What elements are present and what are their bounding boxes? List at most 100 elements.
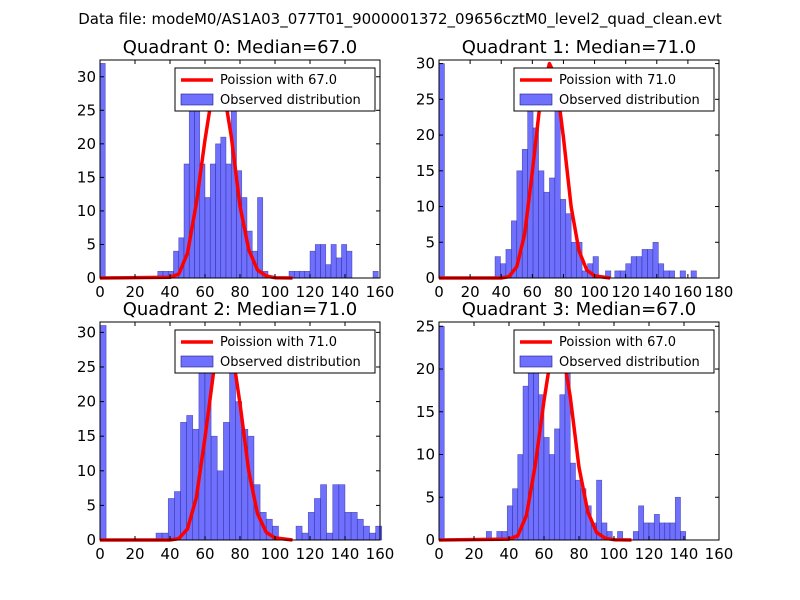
y-tick-label: 30	[77, 68, 96, 86]
y-tick-label: 15	[416, 162, 435, 180]
histogram-bar	[669, 522, 676, 541]
y-tick-label: 10	[77, 462, 96, 480]
legend-bar-swatch	[519, 355, 553, 368]
y-tick-label: 25	[416, 317, 435, 335]
histogram-bar	[632, 531, 639, 541]
y-tick-label: 5	[86, 496, 96, 514]
histogram-bar	[99, 63, 106, 279]
histogram-bar	[625, 263, 632, 279]
histogram-bar	[652, 241, 659, 279]
panel-title: Quadrant 0: Median=67.0	[123, 37, 358, 58]
histogram-bar	[543, 191, 550, 279]
histogram-bar	[356, 518, 364, 541]
x-tick-label: 120	[296, 283, 325, 301]
legend-label-observed: Observed distribution	[559, 93, 700, 108]
panel-quadrant-1: Quadrant 1: Median=71.00 20 40 60 80 100 120 14…	[416, 37, 733, 301]
x-tick-label: 100	[261, 283, 290, 301]
x-tick-label: 40	[160, 545, 179, 563]
x-tick-label: 40	[499, 545, 518, 563]
legend-label-observed: Observed distribution	[220, 93, 361, 108]
histogram-bar	[301, 532, 309, 541]
histogram-bar	[257, 197, 264, 279]
histogram-bar	[335, 257, 342, 279]
histogram-bar	[180, 422, 187, 541]
histogram-bar	[369, 532, 376, 541]
histogram-bar	[341, 244, 348, 279]
x-tick-label: 60	[523, 283, 542, 301]
figure-title: Data file: modeM0/AS1A03_077T01_90000013…	[78, 10, 722, 29]
histogram-bar	[680, 531, 687, 541]
panel-quadrant-0: Quadrant 0: Median=67.00 20 40 60 80 100 120 14…	[77, 37, 394, 301]
legend-label-observed: Observed distribution	[220, 355, 361, 370]
histogram-bar	[690, 270, 697, 279]
histogram-bar	[346, 250, 353, 279]
x-tick-label: 140	[642, 283, 671, 301]
histogram-bar	[679, 270, 686, 279]
x-tick-label: 120	[635, 545, 664, 563]
histogram-bar	[344, 512, 352, 541]
x-tick-label: 20	[464, 545, 483, 563]
x-tick-label: 160	[366, 283, 395, 301]
legend-label-poisson: Poission with 71.0	[559, 73, 676, 88]
histogram-bar	[314, 498, 321, 541]
histogram-bar	[325, 264, 332, 279]
histogram-bar	[659, 522, 666, 541]
x-tick-label: 60	[195, 283, 214, 301]
histogram-bar	[293, 270, 300, 279]
histogram-bar	[225, 163, 232, 279]
histogram-bar	[614, 270, 621, 279]
histogram-bar	[630, 256, 637, 279]
x-tick-label: 160	[674, 283, 703, 301]
histogram-bar	[375, 525, 383, 541]
axes-frame	[438, 59, 720, 279]
panel-quadrant-3: Quadrant 3: Median=67.00 20 40 60 80 100 120 14…	[416, 299, 733, 563]
legend: Poission with 67.0 Observed distribution	[513, 329, 715, 374]
x-tick-label: 80	[230, 283, 249, 301]
legend-box	[174, 67, 376, 112]
histogram-bar	[223, 422, 230, 541]
x-tick-label: 120	[296, 545, 325, 563]
x-tick-label: 160	[705, 545, 734, 563]
histogram-bar	[641, 249, 648, 279]
histogram-bar	[99, 325, 107, 541]
histogram-bar	[560, 199, 567, 279]
histogram-bar	[569, 462, 576, 541]
y-tick-label: 30	[77, 323, 96, 341]
histogram-bar	[647, 249, 654, 279]
histogram-bar	[332, 484, 340, 541]
x-tick-label: 80	[230, 545, 249, 563]
legend-bar-swatch	[180, 355, 214, 368]
histogram-bar	[538, 170, 545, 279]
histogram-bar	[643, 522, 650, 541]
histogram-bar	[559, 394, 566, 541]
histogram-bar	[658, 263, 665, 279]
x-tick-label: 100	[580, 283, 609, 301]
histogram-bar	[338, 484, 346, 541]
y-tick-label: 15	[77, 427, 96, 445]
histogram-bar	[167, 498, 175, 541]
histogram-bar	[304, 270, 311, 279]
legend-bar-swatch	[180, 93, 214, 106]
histogram-bar	[548, 454, 555, 541]
histogram-bar	[220, 136, 227, 279]
x-tick-label: 180	[705, 283, 734, 301]
y-tick-label: 0	[425, 269, 435, 287]
x-tick-label: 140	[331, 283, 360, 301]
histogram-bar	[653, 514, 660, 541]
poisson-line	[439, 61, 611, 280]
histogram-bar	[554, 428, 561, 541]
histogram-bar	[638, 505, 645, 541]
histogram-bar	[565, 213, 572, 279]
x-tick-label: 100	[261, 545, 290, 563]
histogram-bar	[307, 512, 315, 541]
y-tick-label: 30	[416, 55, 435, 73]
histogram-bar	[330, 244, 337, 279]
y-tick-label: 25	[77, 101, 96, 119]
legend-label-observed: Observed distribution	[559, 355, 700, 370]
panel-title: Quadrant 2: Median=71.0	[123, 299, 358, 320]
histogram-bar	[204, 197, 211, 279]
legend-bar-swatch	[519, 93, 553, 106]
x-tick-label: 0	[95, 545, 105, 563]
histogram-bar	[314, 244, 321, 279]
